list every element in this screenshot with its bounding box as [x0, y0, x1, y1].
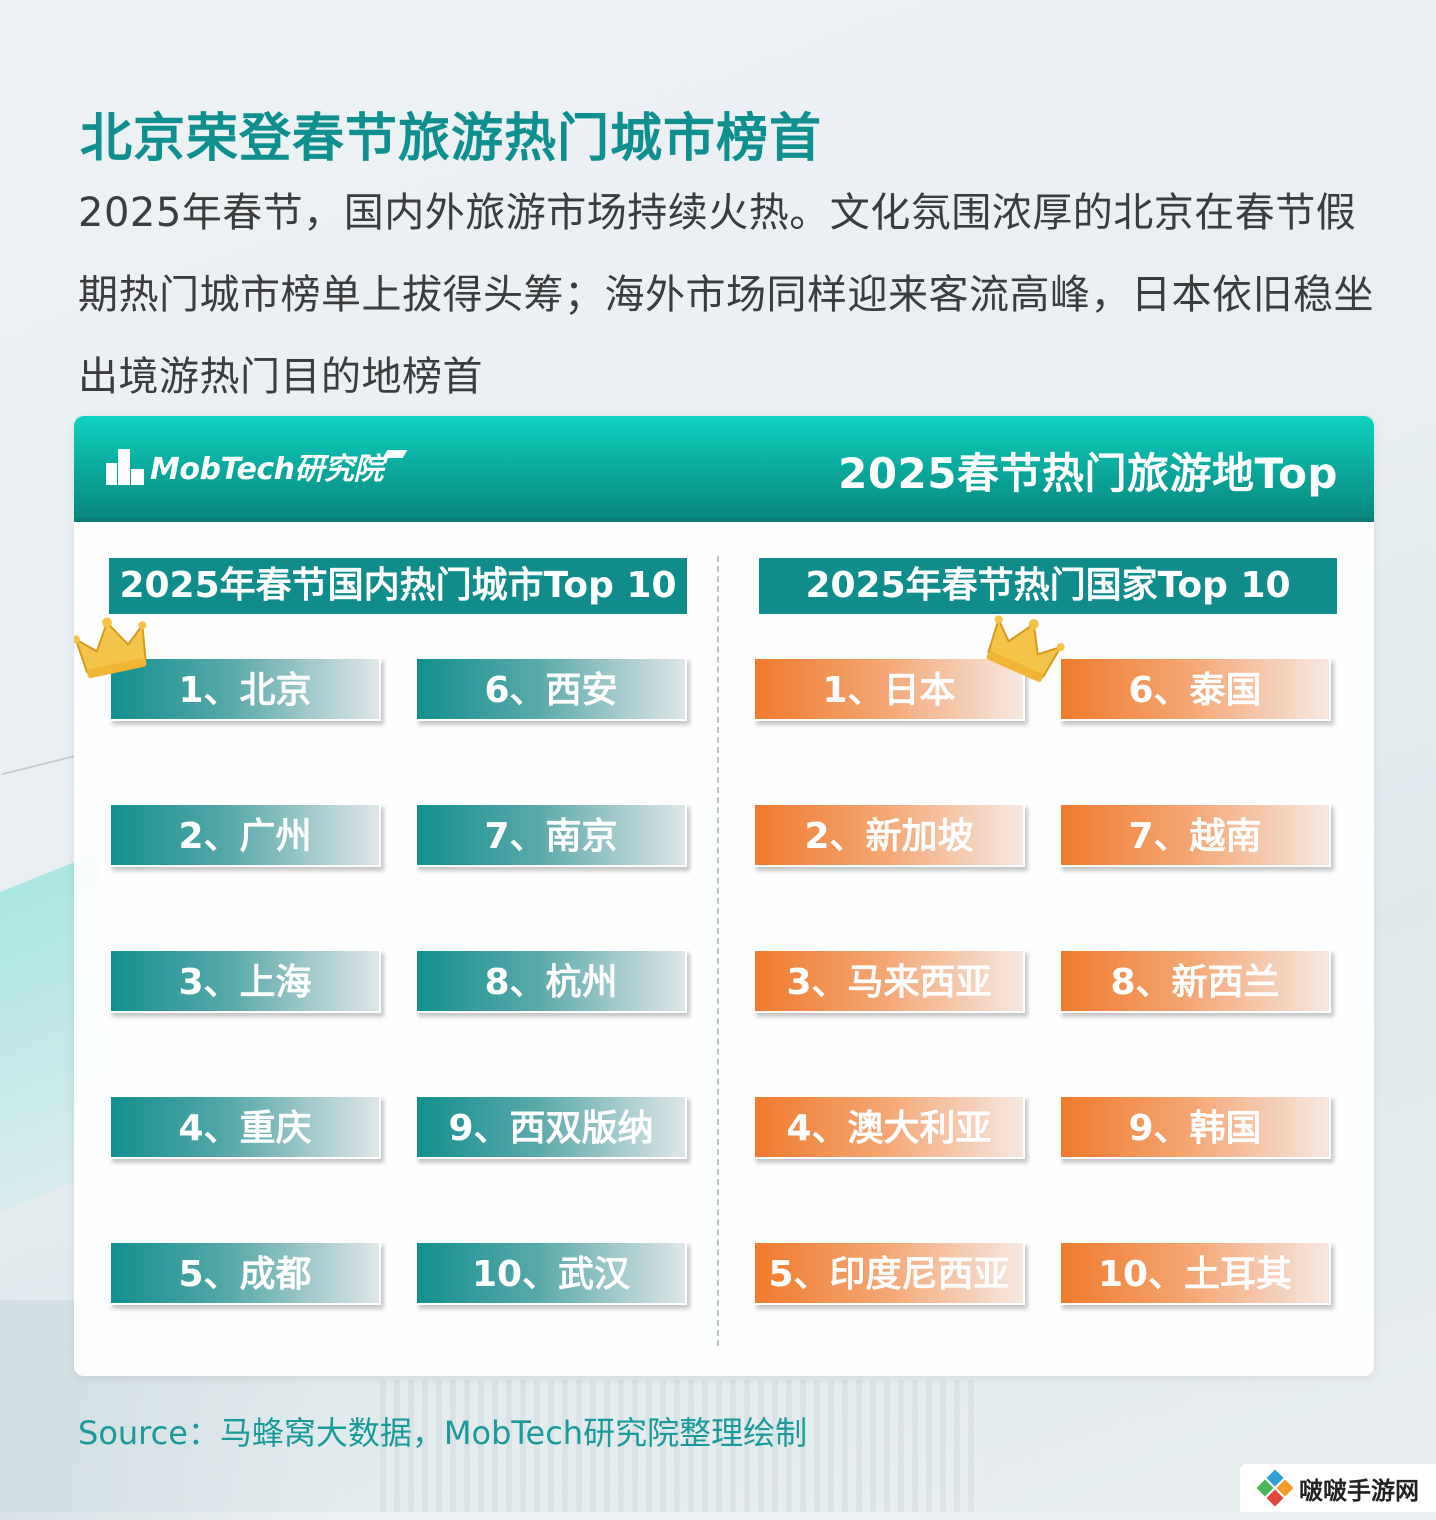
rank-name: 西双版纳 [509, 1108, 654, 1149]
international-rank-tile: 8、新西兰 [1059, 949, 1331, 1013]
rank-name: 新加坡 [865, 816, 974, 857]
crown-icon [74, 607, 156, 685]
watermark-logo-icon [1256, 1469, 1294, 1507]
rank-name: 土耳其 [1184, 1254, 1293, 1295]
domestic-rank-tile: 8、杭州 [415, 949, 687, 1013]
rank-name: 日本 [883, 670, 956, 711]
rank-number: 3、 [786, 962, 848, 1003]
domestic-rank-tile: 6、西安 [415, 657, 687, 721]
domestic-rank-tile: 7、南京 [415, 803, 687, 867]
international-rank-tile: 3、马来西亚 [753, 949, 1025, 1013]
international-rank-tile: 7、越南 [1059, 803, 1331, 867]
rank-number: 4、 [786, 1108, 848, 1149]
rank-name: 杭州 [545, 962, 618, 1003]
rank-number: 2、 [804, 816, 866, 857]
domestic-section-label: 2025年春节国内热门城市Top 10 [109, 558, 687, 614]
international-rank-tile: 9、韩国 [1059, 1095, 1331, 1159]
mobtech-logo-icon [106, 447, 146, 485]
domestic-rank-tile: 3、上海 [109, 949, 381, 1013]
rank-number: 10、 [1097, 1254, 1185, 1295]
rank-name: 上海 [239, 962, 312, 1003]
intro-paragraph: 2025年春节，国内外旅游市场持续火热。文化氛围浓厚的北京在春节假期热门城市榜单… [78, 190, 1374, 400]
international-rank-tile: 5、印度尼西亚 [753, 1241, 1025, 1305]
rank-name: 武汉 [558, 1254, 631, 1295]
domestic-rank-tile: 1、北京 [109, 657, 381, 721]
rank-number: 8、 [1110, 962, 1172, 1003]
rank-name: 印度尼西亚 [829, 1254, 1010, 1295]
rank-name: 澳大利亚 [847, 1108, 992, 1149]
logo-text: MobTech研究院 [150, 452, 384, 487]
rank-number: 5、 [768, 1254, 830, 1295]
rank-name: 越南 [1189, 816, 1262, 857]
rank-name: 泰国 [1189, 670, 1262, 711]
international-rank-tile: 2、新加坡 [753, 803, 1025, 867]
international-section-label: 2025年春节热门国家Top 10 [759, 558, 1337, 614]
domestic-rank-tile: 10、武汉 [415, 1241, 687, 1305]
domestic-rank-tile: 9、西双版纳 [415, 1095, 687, 1159]
rank-number: 3、 [178, 962, 240, 1003]
domestic-rank-tile: 5、成都 [109, 1241, 381, 1305]
watermark: 啵啵手游网 [1240, 1464, 1436, 1512]
rank-number: 8、 [484, 962, 546, 1003]
international-rank-tile: 6、泰国 [1059, 657, 1331, 721]
rank-number: 7、 [484, 816, 546, 857]
crown-icon [976, 601, 1071, 690]
rank-number: 7、 [1128, 816, 1190, 857]
rank-name: 南京 [545, 816, 618, 857]
source-note: Source：马蜂窝大数据，MobTech研究院整理绘制 [78, 1414, 808, 1452]
rank-number: 9、 [1128, 1108, 1190, 1149]
rank-name: 韩国 [1189, 1108, 1262, 1149]
ranking-panel: MobTech研究院 2025春节热门旅游地Top 2025年春节国内热门城市T… [74, 416, 1374, 1376]
international-rank-tile: 4、澳大利亚 [753, 1095, 1025, 1159]
rank-number: 1、 [178, 670, 240, 711]
rank-name: 广州 [239, 816, 312, 857]
rank-name: 新西兰 [1171, 962, 1280, 1003]
rank-name: 北京 [239, 670, 312, 711]
graduation-cap-icon [382, 450, 408, 458]
panel-header: MobTech研究院 2025春节热门旅游地Top [74, 416, 1374, 522]
page-title: 北京荣登春节旅游热门城市榜首 [80, 109, 823, 169]
column-divider [717, 556, 719, 1346]
rank-name: 西安 [545, 670, 618, 711]
rank-number: 10、 [471, 1254, 559, 1295]
international-rank-tile: 10、土耳其 [1059, 1241, 1331, 1305]
rank-number: 4、 [178, 1108, 240, 1149]
rank-number: 1、 [822, 670, 884, 711]
domestic-rank-tile: 2、广州 [109, 803, 381, 867]
rank-number: 9、 [448, 1108, 510, 1149]
rank-name: 马来西亚 [847, 962, 992, 1003]
watermark-text: 啵啵手游网 [1299, 1476, 1419, 1505]
rank-number: 6、 [1128, 670, 1190, 711]
rank-number: 5、 [178, 1254, 240, 1295]
mobtech-logo: MobTech研究院 [106, 444, 408, 488]
domestic-rank-tile: 4、重庆 [109, 1095, 381, 1159]
rank-number: 6、 [484, 670, 546, 711]
rank-name: 重庆 [239, 1108, 312, 1149]
panel-header-title: 2025春节热门旅游地Top [838, 449, 1338, 498]
international-rank-tile: 1、日本 [753, 657, 1025, 721]
rank-name: 成都 [239, 1254, 312, 1295]
rank-number: 2、 [178, 816, 240, 857]
